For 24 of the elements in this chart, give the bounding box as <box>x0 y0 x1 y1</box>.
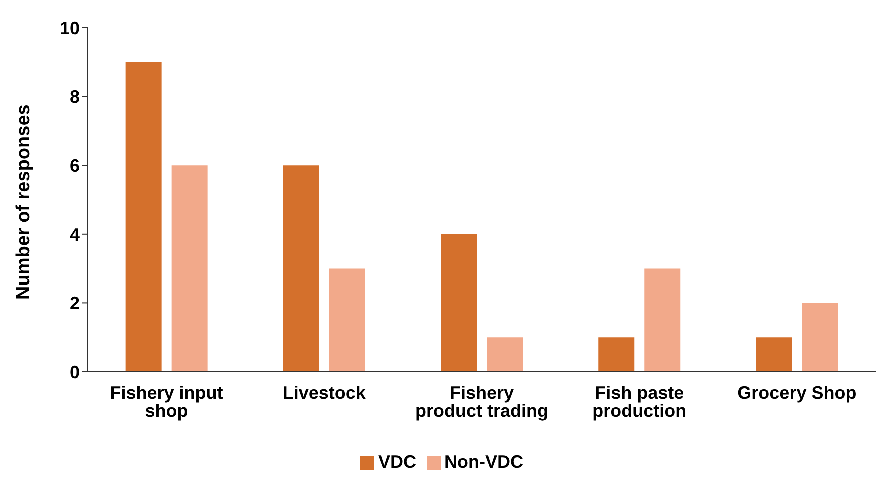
bar <box>487 338 524 372</box>
bar <box>283 166 320 372</box>
bar <box>126 62 162 372</box>
y-tick-label: 0 <box>70 362 80 382</box>
bar <box>802 303 838 372</box>
bar <box>329 268 366 372</box>
y-tick-label: 4 <box>70 224 80 245</box>
bar <box>598 338 635 372</box>
bar <box>644 268 681 372</box>
x-tick-label: Fishery input shop <box>110 382 224 421</box>
legend-label: VDC <box>378 452 416 472</box>
y-axis-title: Number of responses <box>14 104 35 300</box>
x-tick-label: Grocery Shop <box>738 382 857 403</box>
y-tick-label: 8 <box>70 87 80 108</box>
y-tick-label: 10 <box>60 18 80 38</box>
y-tick-label: 6 <box>70 156 80 176</box>
y-tick-label: 2 <box>70 294 80 314</box>
x-tick-label: Fish paste production <box>592 382 687 421</box>
legend-label: Non-VDC <box>444 452 524 472</box>
bar <box>172 166 208 372</box>
bar <box>441 234 478 372</box>
bar <box>756 338 792 372</box>
x-tick-label: Livestock <box>282 382 367 403</box>
x-tick-label: Fishery product trading <box>416 382 548 421</box>
